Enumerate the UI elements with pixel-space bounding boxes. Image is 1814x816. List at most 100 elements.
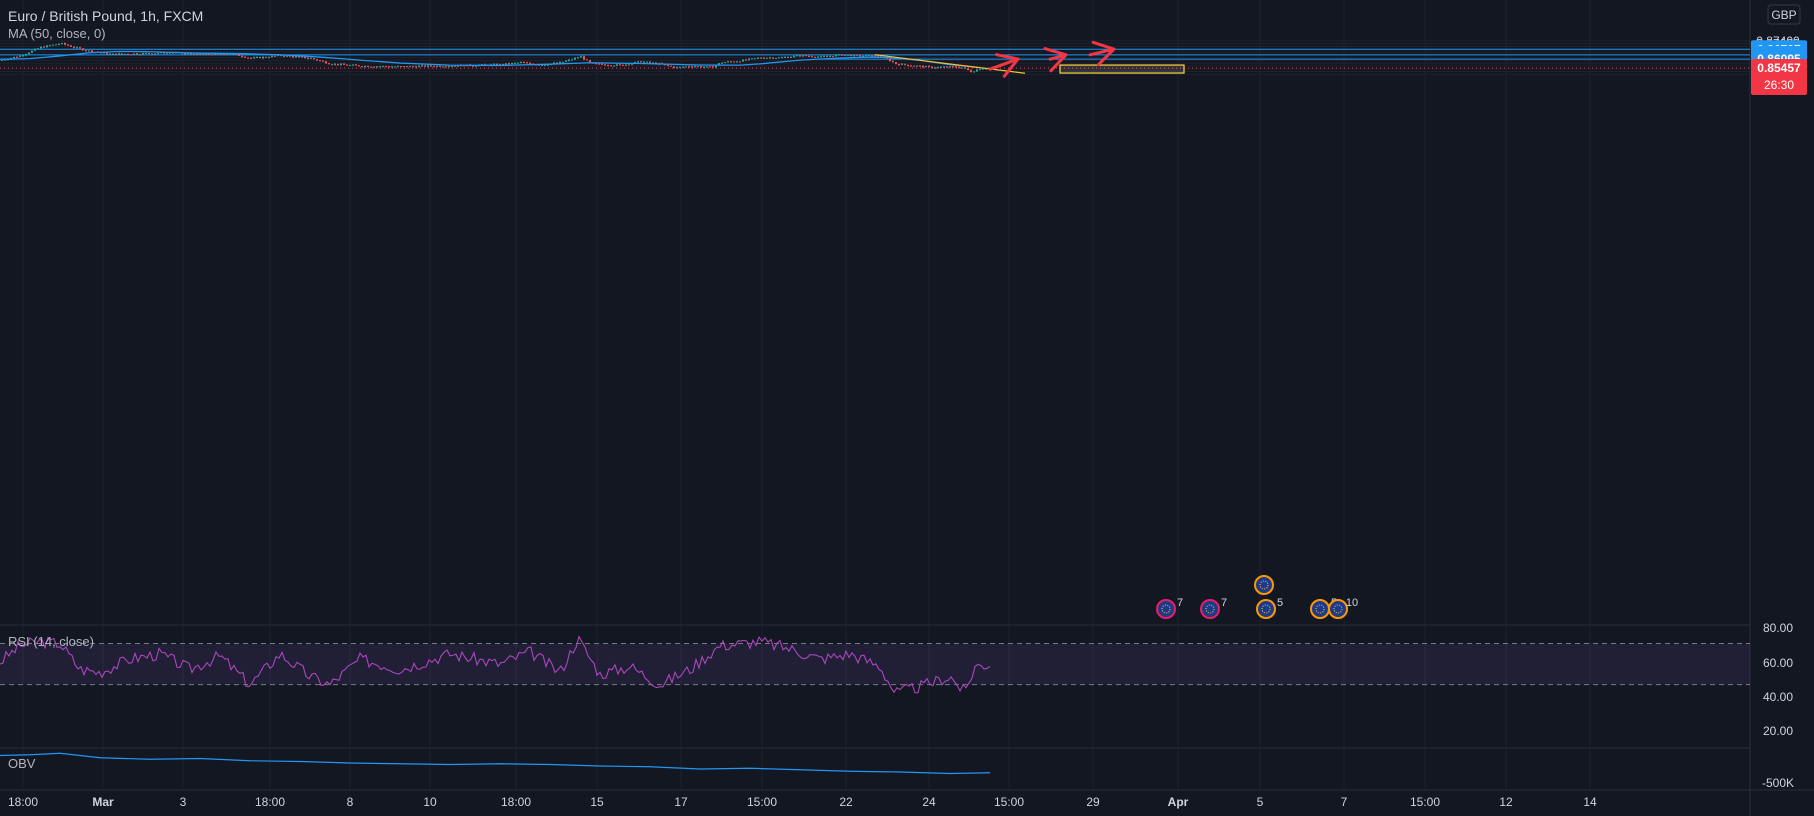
candle-body <box>298 56 300 58</box>
current-price-tag[interactable] <box>1751 58 1807 95</box>
candle-body <box>622 64 624 66</box>
candle-body <box>688 66 690 68</box>
candle-body <box>790 56 792 58</box>
projection-arrowhead[interactable] <box>1043 47 1068 73</box>
candle-body <box>196 53 198 55</box>
event-flag-icon[interactable] <box>1256 599 1276 619</box>
candle-body <box>916 65 918 67</box>
candle-body <box>136 53 138 55</box>
eu-stars-icon <box>1259 580 1269 590</box>
candle-body <box>979 69 981 71</box>
candle-body <box>829 56 831 58</box>
obv-legend[interactable]: OBV <box>8 756 36 771</box>
candle-body <box>973 71 975 73</box>
time-tick-label: 17 <box>674 795 688 809</box>
projection-arrowhead[interactable] <box>994 53 1020 78</box>
time-axis[interactable]: 18:00 Mar 3 18:00 8 10 18:00 15 17 15:00 22 24 15:00… <box>8 795 1597 809</box>
candle-body <box>79 47 81 49</box>
rsi-legend[interactable]: RSI (14, close) <box>8 634 94 649</box>
candle-body <box>415 66 417 68</box>
projection-arrowhead[interactable] <box>1091 40 1116 67</box>
currency-badge[interactable] <box>1767 4 1801 25</box>
candle-body <box>589 60 591 63</box>
candle-body <box>373 66 375 68</box>
candle-body <box>334 63 336 65</box>
candle-body <box>610 65 612 67</box>
candle-body <box>712 66 714 68</box>
candle-body <box>793 55 795 57</box>
candle-body <box>52 44 54 46</box>
drawings[interactable] <box>874 40 1185 78</box>
candle-body <box>454 65 456 67</box>
ma-legend[interactable]: MA (50, close, 0) <box>8 26 106 41</box>
candle-body <box>376 66 378 68</box>
event-flag-icon[interactable] <box>1156 599 1176 619</box>
event-flag-icon[interactable] <box>1254 575 1274 595</box>
event-flag-icon[interactable] <box>1310 599 1330 619</box>
symbol-title[interactable]: Euro / British Pound, 1h, FXCM <box>8 8 203 24</box>
candle-body <box>40 46 42 49</box>
candle-body <box>559 61 561 63</box>
candle-body <box>277 55 279 57</box>
candle-body <box>361 66 363 68</box>
candle-body <box>949 66 951 68</box>
candle-body <box>268 57 270 59</box>
candle-body <box>244 56 246 58</box>
candle-body <box>607 65 609 67</box>
candle-body <box>418 65 420 68</box>
trendline[interactable] <box>874 54 1026 74</box>
candle-body <box>22 55 24 57</box>
candle-body <box>451 66 453 68</box>
candle-body <box>31 50 33 53</box>
candle-body <box>598 63 600 65</box>
candle-body <box>496 63 498 66</box>
projection-arrow[interactable] <box>1088 47 1116 57</box>
candle-body <box>700 66 702 68</box>
candle-body <box>967 68 969 71</box>
candle-body <box>397 66 399 68</box>
rsi-tick-label: 20.00 <box>1763 724 1793 738</box>
time-tick-label: 15:00 <box>1410 795 1440 809</box>
candle-body <box>121 53 123 55</box>
candle-body <box>694 66 696 68</box>
candle-body <box>142 52 144 55</box>
candle-body <box>877 55 879 57</box>
time-tick-label: 18:00 <box>8 795 38 809</box>
candle-body <box>283 55 285 57</box>
candle-body <box>970 70 972 73</box>
candle-body <box>346 64 348 66</box>
projection-arrow[interactable] <box>988 57 1020 71</box>
event-count: 10 <box>1346 597 1358 609</box>
candle-body <box>724 62 726 64</box>
candle-body <box>697 66 699 68</box>
candle-body <box>649 61 651 63</box>
candle-body <box>922 65 924 68</box>
candle-body <box>862 56 864 58</box>
candle-body <box>103 52 105 54</box>
candle-body <box>445 66 447 68</box>
eu-stars-icon <box>1205 604 1215 614</box>
candle-body <box>433 66 435 68</box>
candle-body <box>820 56 822 58</box>
candle-body <box>574 57 576 60</box>
candle-body <box>943 66 945 68</box>
candle-body <box>565 60 567 62</box>
candle-body <box>187 53 189 55</box>
candle-body <box>13 56 15 58</box>
price-axis[interactable]: 0.874000.872000.870000.868000.866000.864… <box>1751 34 1807 790</box>
economic-events[interactable]: 775510 <box>1156 575 1358 619</box>
candle-body <box>628 64 630 66</box>
event-flag-icon[interactable] <box>1328 599 1348 619</box>
candle-body <box>586 59 588 61</box>
candle-body <box>355 64 357 66</box>
candle-body <box>61 42 63 44</box>
candle-body <box>721 62 723 64</box>
candle-body <box>325 61 327 64</box>
candle-body <box>808 55 810 57</box>
time-tick-label: 24 <box>922 795 936 809</box>
event-flag-icon[interactable] <box>1200 599 1220 619</box>
support-zone[interactable] <box>1059 64 1185 74</box>
candle-body <box>874 55 876 57</box>
candle-body <box>238 53 240 56</box>
